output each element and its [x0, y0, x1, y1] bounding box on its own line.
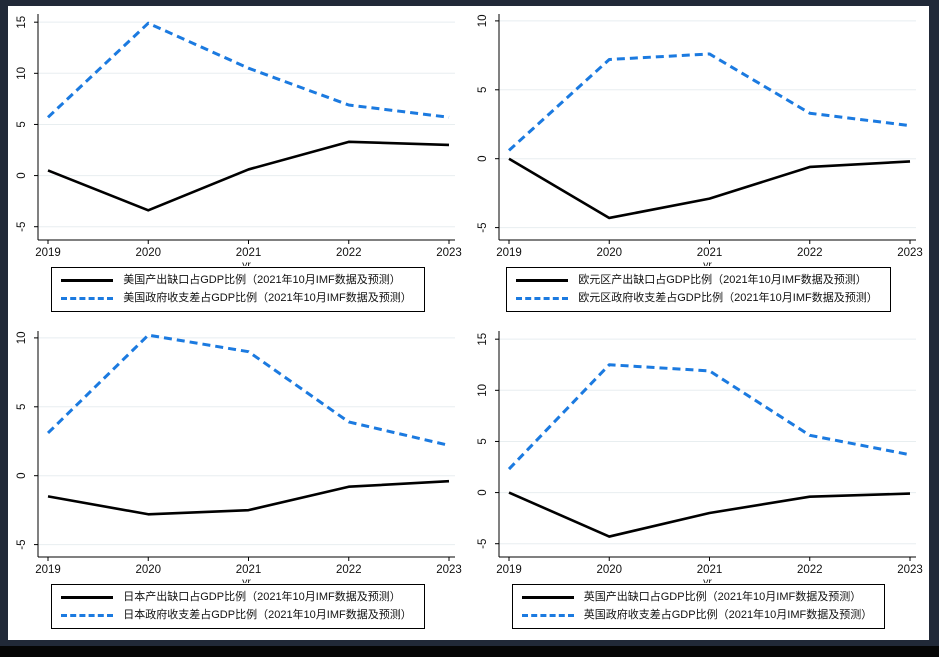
legend-label-balance: 美国政府收支差占GDP比例（2021年10月IMF数据及预测）	[123, 292, 412, 304]
y-tick-label: 5	[477, 87, 489, 93]
x-tick-label: 2021	[696, 564, 722, 576]
y-tick-label: 15	[16, 16, 28, 29]
x-axis-title: yr	[703, 576, 712, 583]
charts-canvas: -5 0 5 10 15 2019 2020 2021 2022 2023 yr 美国产出缺口占GD…	[8, 6, 929, 640]
x-axis-title: yr	[242, 576, 251, 583]
x-tick-label: 2020	[135, 564, 161, 576]
bottom-black-strip	[0, 646, 939, 657]
x-tick-label: 2022	[796, 247, 822, 259]
chart-panel-japan: -5 0 5 10 2019 2020 2021 2022 2023 yr 日本产出缺口占GDP比…	[8, 323, 468, 640]
y-tick-label: 10	[477, 14, 489, 27]
legend-label-balance: 日本政府收支差占GDP比例（2021年10月IMF数据及预测）	[123, 609, 412, 621]
legend-item-balance: 美国政府收支差占GDP比例（2021年10月IMF数据及预测）	[61, 289, 412, 307]
legend-label-output-gap: 美国产出缺口占GDP比例（2021年10月IMF数据及预测）	[123, 274, 401, 286]
y-tick-label: 10	[16, 331, 28, 344]
x-tick-label: 2023	[897, 247, 923, 259]
y-tick-label: -5	[477, 222, 489, 232]
x-tick-label: 2020	[596, 247, 622, 259]
legend-item-output-gap: 英国产出缺口占GDP比例（2021年10月IMF数据及预测）	[521, 588, 872, 606]
us-legend-box: 美国产出缺口占GDP比例（2021年10月IMF数据及预测） 美国政府收支差占G…	[51, 267, 425, 312]
y-tick-label: 0	[477, 489, 489, 495]
output-gap-line	[47, 140, 450, 212]
x-tick-label: 2023	[897, 564, 923, 576]
dashed-line-sample	[521, 613, 574, 617]
legend-label-output-gap: 英国产出缺口占GDP比例（2021年10月IMF数据及预测）	[583, 591, 862, 603]
legend-item-balance: 英国政府收支差占GDP比例（2021年10月IMF数据及预测）	[521, 606, 873, 624]
x-tick-label: 2020	[135, 247, 161, 259]
legend-item-output-gap: 欧元区产出缺口占GDP比例（2021年10月IMF数据及预测）	[516, 271, 877, 289]
uk-legend-box: 英国产出缺口占GDP比例（2021年10月IMF数据及预测） 英国政府收支差占G…	[511, 584, 886, 629]
y-tick-label: 10	[16, 67, 28, 80]
legend-item-output-gap: 美国产出缺口占GDP比例（2021年10月IMF数据及预测）	[61, 271, 411, 289]
chart-panel-eurozone: -5 0 5 10 2019 2020 2021 2022 2023 yr 欧元区产出缺口占GDP…	[468, 6, 929, 323]
y-tick-label: 5	[477, 438, 489, 444]
output-gap-line	[507, 157, 910, 220]
legend-item-balance: 日本政府收支差占GDP比例（2021年10月IMF数据及预测）	[61, 606, 412, 624]
y-tick-label: 5	[16, 121, 28, 127]
x-tick-label: 2021	[236, 564, 262, 576]
output-gap-line	[47, 479, 450, 516]
x-tick-label: 2021	[236, 247, 262, 259]
chart-panel-uk: -5 0 5 10 15 2019 2020 2021 2022 2023 yr 英国产出缺口占GD…	[468, 323, 929, 640]
x-axis-title: yr	[242, 259, 251, 266]
japan-output-gap-balance-chart: -5 0 5 10 2019 2020 2021 2022 2023 yr	[16, 331, 462, 583]
x-tick-label: 2022	[336, 247, 362, 259]
legend-label-balance: 英国政府收支差占GDP比例（2021年10月IMF数据及预测）	[583, 609, 873, 621]
legend-label-output-gap: 欧元区产出缺口占GDP比例（2021年10月IMF数据及预测）	[578, 274, 867, 286]
legend-item-balance: 欧元区政府收支差占GDP比例（2021年10月IMF数据及预测）	[516, 289, 878, 307]
eurozone-legend-box: 欧元区产出缺口占GDP比例（2021年10月IMF数据及预测） 欧元区政府收支差…	[506, 267, 891, 312]
solid-line-sample	[516, 278, 569, 282]
y-tick-label: 0	[16, 472, 28, 478]
x-tick-label: 2019	[35, 564, 61, 576]
y-tick-label: 15	[477, 333, 489, 346]
solid-line-sample	[61, 595, 114, 599]
y-tick-label: 10	[477, 384, 489, 397]
x-tick-label: 2023	[436, 564, 462, 576]
solid-line-sample	[61, 278, 114, 282]
x-tick-label: 2020	[596, 564, 622, 576]
x-tick-label: 2022	[336, 564, 362, 576]
x-axis-title: yr	[703, 259, 712, 266]
solid-line-sample	[521, 595, 574, 599]
y-tick-label: 0	[477, 155, 489, 161]
legend-label-output-gap: 日本产出缺口占GDP比例（2021年10月IMF数据及预测）	[123, 591, 401, 603]
y-tick-label: 0	[16, 172, 28, 178]
x-tick-label: 2019	[496, 247, 522, 259]
balance-line	[507, 52, 910, 152]
y-tick-label: -5	[477, 539, 489, 549]
us-output-gap-balance-chart: -5 0 5 10 15 2019 2020 2021 2022 2023 yr	[16, 14, 462, 266]
y-tick-label: -5	[16, 539, 28, 549]
x-tick-label: 2022	[796, 564, 822, 576]
x-tick-label: 2019	[496, 564, 522, 576]
japan-legend-box: 日本产出缺口占GDP比例（2021年10月IMF数据及预测） 日本政府收支差占G…	[51, 584, 425, 629]
x-tick-label: 2023	[436, 247, 462, 259]
dashed-line-sample	[61, 296, 114, 300]
balance-line	[46, 21, 450, 119]
balance-line	[46, 333, 450, 447]
balance-line	[507, 363, 910, 471]
y-tick-label: 5	[16, 404, 28, 410]
y-tick-label: -5	[16, 222, 28, 232]
eurozone-output-gap-balance-chart: -5 0 5 10 2019 2020 2021 2022 2023 yr	[477, 14, 923, 266]
chart-panel-us: -5 0 5 10 15 2019 2020 2021 2022 2023 yr 美国产出缺口占GD…	[8, 6, 468, 323]
legend-item-output-gap: 日本产出缺口占GDP比例（2021年10月IMF数据及预测）	[61, 588, 411, 606]
dashed-line-sample	[516, 296, 569, 300]
output-gap-line	[507, 491, 910, 538]
dashed-line-sample	[61, 613, 114, 617]
legend-label-balance: 欧元区政府收支差占GDP比例（2021年10月IMF数据及预测）	[578, 292, 878, 304]
x-tick-label: 2021	[696, 247, 722, 259]
uk-output-gap-balance-chart: -5 0 5 10 15 2019 2020 2021 2022 2023 yr	[477, 331, 923, 583]
x-tick-label: 2019	[35, 247, 61, 259]
